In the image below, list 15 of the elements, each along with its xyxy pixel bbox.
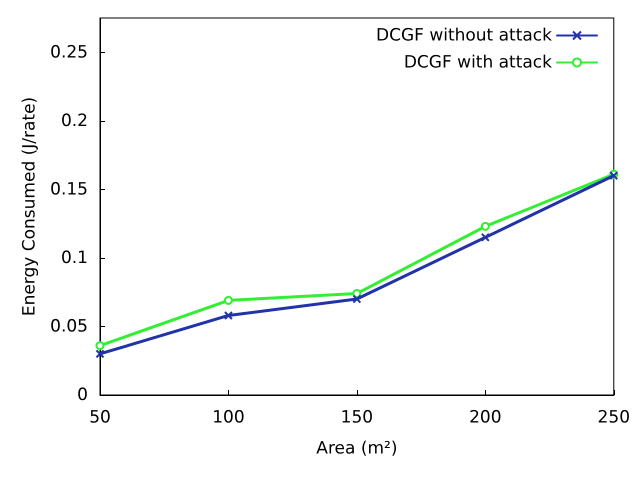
x-tick-label: 250 <box>598 408 630 428</box>
y-tick-label: 0 <box>77 385 88 405</box>
legend-label: DCGF without attack <box>376 26 552 46</box>
x-tick-label: 50 <box>89 408 111 428</box>
y-tick-label: 0.1 <box>60 248 88 268</box>
y-tick-label: 0.2 <box>60 110 88 131</box>
x-tick-label: 150 <box>340 408 374 428</box>
y-tick-label: 0.25 <box>50 42 88 62</box>
y-axis-title: Energy Consumed (J/rate) <box>20 96 40 316</box>
legend-label: DCGF with attack <box>404 52 552 72</box>
y-tick-label: 0.05 <box>50 316 88 336</box>
x-tick-label: 100 <box>212 408 245 428</box>
y-tick-label: 0.15 <box>50 179 88 200</box>
x-axis-title: Area (m²) <box>316 438 398 458</box>
x-tick-label: 200 <box>469 408 502 428</box>
